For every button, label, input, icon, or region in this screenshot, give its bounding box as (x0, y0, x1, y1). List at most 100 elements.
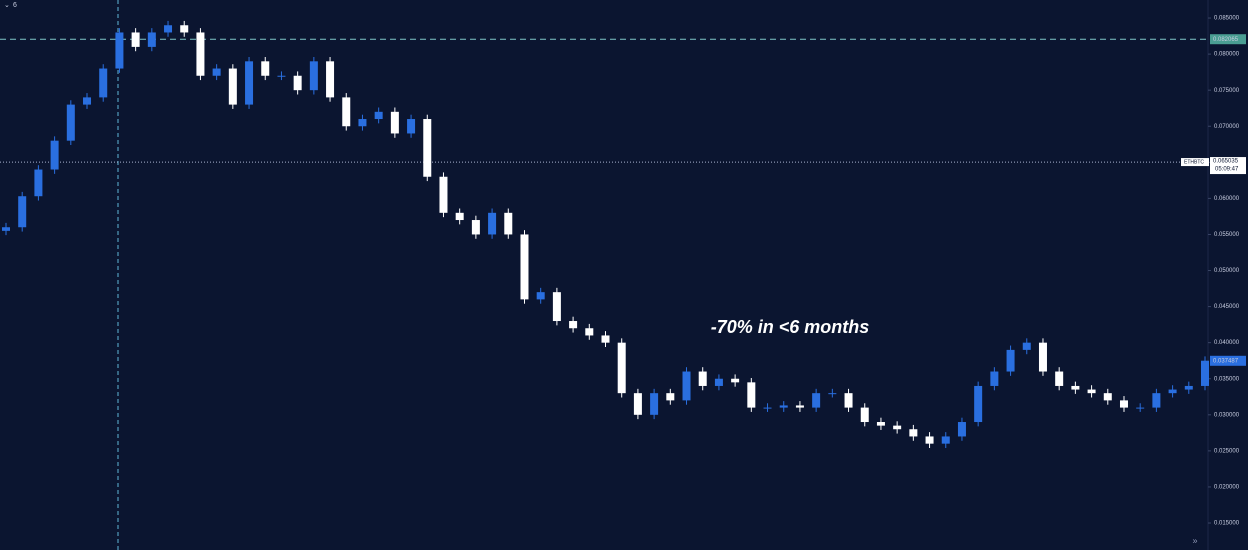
candle-body (957, 422, 966, 437)
candle-body (844, 393, 853, 408)
candle-body (1022, 342, 1031, 350)
candle-body (666, 393, 675, 401)
candle-body (374, 111, 383, 120)
candle-body (504, 212, 513, 235)
candle-body (925, 436, 934, 444)
candle-body (893, 425, 902, 430)
candle-body (390, 111, 399, 134)
candle-body (228, 68, 237, 105)
candle-body (860, 407, 869, 423)
candle-body (747, 382, 756, 408)
high-price-badge (1210, 34, 1246, 45)
candle-body (164, 25, 173, 33)
y-tick-label: 0.040000 (1214, 340, 1240, 346)
candle-body (585, 328, 594, 336)
candle-body (196, 32, 205, 76)
crosshair-price-label: 0.065035 (1213, 159, 1239, 165)
y-tick-label: 0.045000 (1214, 304, 1240, 310)
candle-body (1168, 389, 1177, 394)
y-tick-label: 0.050000 (1214, 268, 1240, 274)
candle-body (293, 75, 302, 91)
countdown-label: 05:09:47 (1215, 167, 1239, 173)
candle-body (552, 292, 561, 322)
candle-body (18, 196, 27, 228)
candle-body (34, 169, 43, 197)
candle-body (180, 25, 189, 33)
candle-body (277, 75, 286, 77)
candle-body (633, 393, 642, 415)
candle-body (439, 176, 448, 213)
candle-body (50, 140, 59, 170)
y-tick-label: 0.015000 (1214, 521, 1240, 527)
symbol-badge (1181, 158, 1209, 167)
candle-body (423, 119, 432, 177)
candle-body (1087, 389, 1096, 394)
y-tick-label: 0.035000 (1214, 376, 1240, 382)
candle-body (1136, 407, 1145, 409)
candle-body (536, 292, 545, 300)
candle-body (763, 407, 772, 409)
candle-body (488, 212, 497, 235)
candle-body (682, 371, 691, 401)
candle-body (1119, 400, 1128, 408)
candle-body (1038, 342, 1047, 372)
high-price-label: 0.082065 (1213, 37, 1239, 43)
symbol-label: ETHBTC (1184, 159, 1204, 165)
candle-body (698, 371, 707, 386)
candle-body (990, 371, 999, 386)
candle-body (83, 97, 92, 105)
candle-body (245, 61, 254, 105)
y-tick-label: 0.080000 (1214, 52, 1240, 58)
candle-body (66, 104, 75, 141)
candle-body (617, 342, 626, 394)
candle-body (99, 68, 108, 98)
candle-body (650, 393, 659, 415)
y-tick-label: 0.085000 (1214, 16, 1240, 22)
candle-body (1152, 393, 1161, 408)
candle-body (407, 119, 416, 134)
candle-body (601, 335, 610, 343)
candle-body (1103, 393, 1112, 401)
candle-body (326, 61, 335, 98)
crosshair-badge (1210, 157, 1246, 175)
candle-body (471, 220, 480, 235)
y-tick-label: 0.060000 (1214, 196, 1240, 202)
indicator-caret: ⌄ (4, 2, 10, 9)
candle-body (115, 32, 124, 69)
last-price-badge (1210, 355, 1246, 366)
candle-body (147, 32, 156, 47)
y-tick-label: 0.055000 (1214, 232, 1240, 238)
candle-body (131, 32, 140, 47)
candle-body (358, 119, 367, 127)
candle-body (876, 422, 885, 426)
scroll-button[interactable]: » (1192, 535, 1197, 545)
candle-body (261, 61, 270, 76)
candle-body (1184, 385, 1193, 390)
candle-body (714, 378, 723, 386)
y-tick-label: 0.030000 (1214, 412, 1240, 418)
candle-body (1201, 360, 1209, 386)
candle-body (731, 378, 740, 383)
last-price-label: 0.037487 (1213, 358, 1239, 364)
candle-body (812, 393, 821, 408)
y-tick-label: 0.075000 (1214, 88, 1240, 94)
candle-body (1071, 385, 1080, 390)
annotation: -70% in <6 months (711, 317, 870, 337)
candle-body (1055, 371, 1064, 386)
candle-body (212, 68, 221, 76)
candle-body (795, 405, 804, 408)
candle-body (342, 97, 351, 127)
y-tick-label: 0.070000 (1214, 124, 1240, 130)
candle-body (520, 234, 529, 300)
candle-body (1006, 349, 1015, 372)
indicator-label: 6 (13, 2, 17, 9)
candle-body (941, 436, 950, 444)
candle-body (974, 385, 983, 423)
y-tick-label: 0.025000 (1214, 448, 1240, 454)
candle-body (779, 405, 788, 408)
candle-body (455, 212, 464, 221)
candle-body (828, 393, 837, 395)
candle-body (569, 321, 578, 329)
